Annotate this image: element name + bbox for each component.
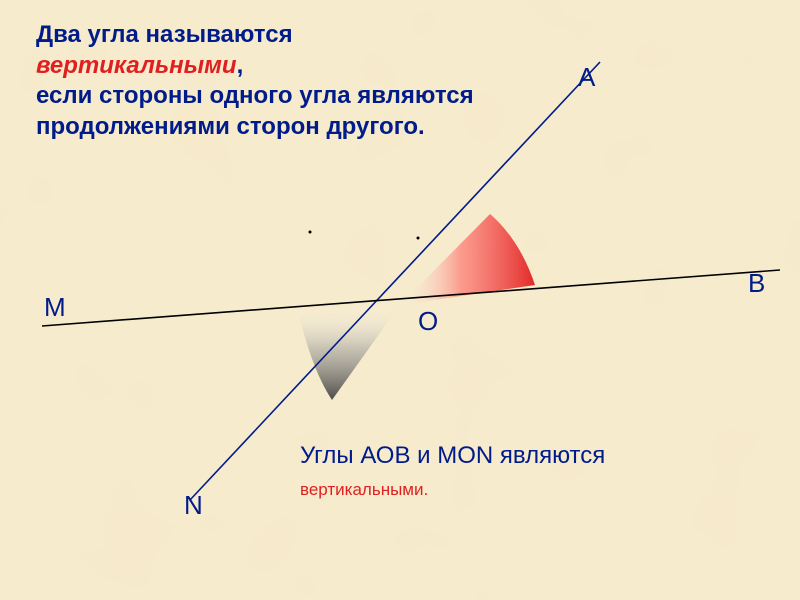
definition-text: Два угла называются вертикальными, если … — [36, 20, 474, 143]
statement-text: Углы АОВ и МОN являются вертикальными. — [300, 440, 605, 505]
label-b: B — [748, 268, 765, 299]
label-m: M — [44, 292, 66, 323]
definition-line3: продолжениями сторон другого. — [36, 113, 425, 140]
definition-comma: , — [237, 52, 244, 79]
statement-emphasis: вертикальными. — [300, 480, 428, 499]
definition-line2: если стороны одного угла являются — [36, 82, 474, 109]
label-n: N — [184, 490, 203, 521]
label-a: A — [578, 62, 595, 93]
label-o: O — [418, 306, 438, 337]
definition-emphasis: вертикальными — [36, 52, 237, 79]
statement-main: Углы АОВ и МОN являются — [300, 442, 605, 469]
definition-line1: Два угла называются — [36, 21, 293, 48]
